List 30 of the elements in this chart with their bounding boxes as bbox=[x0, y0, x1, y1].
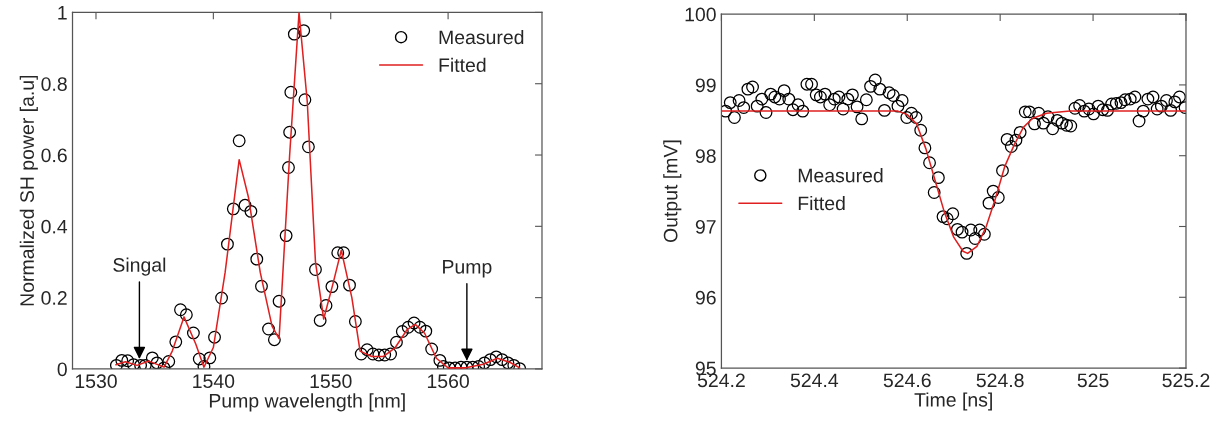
x-tick-label: 1540 bbox=[193, 374, 235, 389]
legend-label: Measured bbox=[798, 168, 883, 183]
x-tick-label: 524.8 bbox=[976, 373, 1024, 388]
y-tick-label: 99 bbox=[695, 78, 716, 93]
y-tick-label: 97 bbox=[695, 219, 716, 234]
y-tick-label: 0.4 bbox=[41, 219, 68, 234]
legend-label: Fitted bbox=[798, 195, 845, 211]
y-tick-label: 0 bbox=[57, 362, 67, 377]
y-tick-label: 0.8 bbox=[41, 77, 67, 91]
y-axis-title: Output [mV] bbox=[663, 140, 682, 243]
y-axis-title: Normalized SH power [a.u] bbox=[19, 75, 38, 306]
annotation: Pump bbox=[443, 260, 492, 278]
legend-label: Fitted bbox=[439, 57, 486, 73]
y-tick-label: 0.6 bbox=[41, 148, 67, 163]
x-axis-title: Pump wavelength [nm] bbox=[209, 393, 405, 412]
x-axis-title: Time [ns] bbox=[914, 392, 992, 411]
y-tick-label: 1 bbox=[58, 6, 67, 20]
y-tick-label: 96 bbox=[695, 290, 716, 305]
x-tick-label: 524.4 bbox=[790, 373, 839, 388]
y-tick-label: 0.2 bbox=[41, 291, 67, 305]
y-tick-label: 98 bbox=[695, 149, 716, 163]
x-tick-label: 1530 bbox=[75, 374, 117, 389]
x-tick-label: 1550 bbox=[310, 374, 352, 389]
x-tick-label: 1560 bbox=[427, 374, 469, 389]
x-tick-label: 525.2 bbox=[1162, 373, 1210, 388]
legend-label: Measured bbox=[439, 29, 524, 45]
y-tick-label: 100 bbox=[685, 7, 716, 22]
x-tick-label: 525 bbox=[1077, 373, 1109, 388]
x-tick-label: 524.6 bbox=[883, 373, 931, 388]
annotation: Singal bbox=[113, 257, 166, 276]
